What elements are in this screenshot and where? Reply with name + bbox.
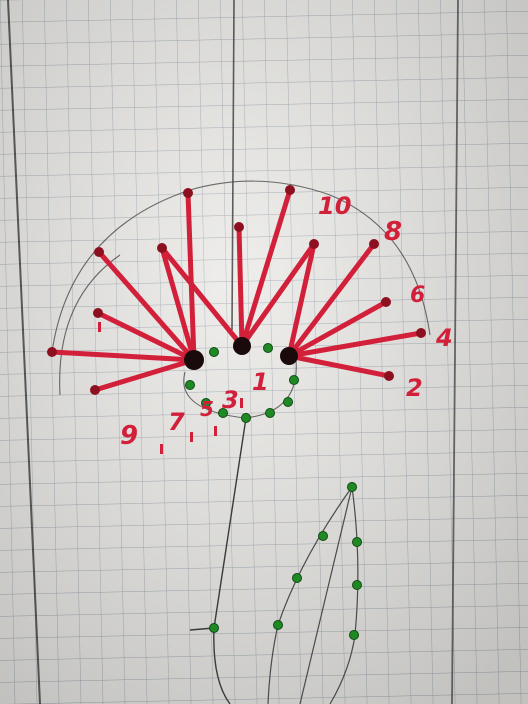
label-9: 9 <box>120 421 138 451</box>
red-thread-rays <box>49 187 424 393</box>
ray-end-beads <box>47 185 426 395</box>
comma-marks <box>98 322 243 454</box>
label-10: 10 <box>318 192 351 220</box>
label-1: 1 <box>252 368 269 396</box>
green-beads <box>185 343 362 640</box>
label-7: 7 <box>168 408 185 436</box>
center-beads <box>184 337 298 370</box>
leaf-outline <box>267 486 359 704</box>
label-6: 6 <box>410 283 425 308</box>
label-3: 3 <box>222 386 239 414</box>
label-4: 4 <box>435 324 453 352</box>
label-8: 8 <box>384 217 402 247</box>
handwritten-numbers: 10 8 6 4 2 1 3 5 7 9 <box>98 192 453 454</box>
label-5: 5 <box>200 397 214 421</box>
label-2: 2 <box>406 374 423 402</box>
